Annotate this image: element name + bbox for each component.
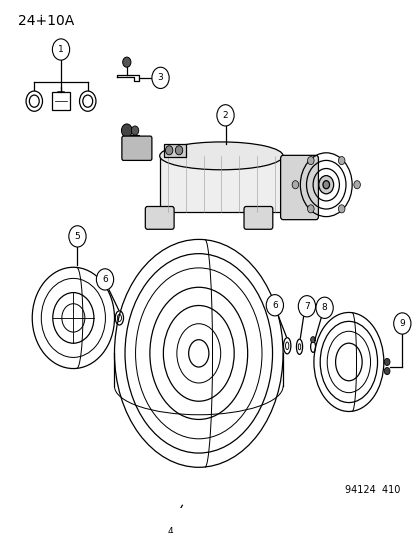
Circle shape xyxy=(337,157,344,165)
FancyBboxPatch shape xyxy=(145,206,174,229)
Circle shape xyxy=(69,226,86,247)
Circle shape xyxy=(96,269,114,290)
Circle shape xyxy=(315,297,332,318)
Circle shape xyxy=(292,181,298,189)
Circle shape xyxy=(131,126,138,135)
FancyBboxPatch shape xyxy=(121,136,152,160)
Circle shape xyxy=(165,146,173,155)
FancyBboxPatch shape xyxy=(164,144,186,157)
Text: 2: 2 xyxy=(222,111,228,120)
Text: 6: 6 xyxy=(102,275,108,284)
Circle shape xyxy=(322,181,329,189)
Circle shape xyxy=(122,57,131,67)
Circle shape xyxy=(298,296,315,317)
FancyBboxPatch shape xyxy=(122,134,139,156)
Text: 24∔10A: 24∔10A xyxy=(18,14,74,28)
Text: 7: 7 xyxy=(303,302,309,311)
Text: 1: 1 xyxy=(58,45,64,54)
Circle shape xyxy=(152,67,169,88)
Circle shape xyxy=(307,205,313,213)
Polygon shape xyxy=(159,156,282,212)
Circle shape xyxy=(175,146,182,155)
Text: 4: 4 xyxy=(167,527,172,533)
Ellipse shape xyxy=(159,142,282,170)
Circle shape xyxy=(353,181,359,189)
Circle shape xyxy=(383,368,389,375)
Text: 94124  410: 94124 410 xyxy=(344,485,399,495)
Circle shape xyxy=(216,104,234,126)
Text: 9: 9 xyxy=(399,319,404,328)
Circle shape xyxy=(383,358,389,366)
Circle shape xyxy=(337,205,344,213)
Text: 8: 8 xyxy=(321,303,327,312)
FancyBboxPatch shape xyxy=(280,155,318,220)
FancyBboxPatch shape xyxy=(243,206,272,229)
Circle shape xyxy=(307,157,313,165)
Text: 6: 6 xyxy=(271,301,277,310)
Circle shape xyxy=(318,175,333,194)
Circle shape xyxy=(266,295,283,316)
Circle shape xyxy=(393,313,410,334)
Circle shape xyxy=(310,337,315,343)
Text: 3: 3 xyxy=(157,74,163,83)
Circle shape xyxy=(52,39,69,60)
Circle shape xyxy=(161,521,178,533)
Circle shape xyxy=(121,124,132,137)
Text: 5: 5 xyxy=(74,232,80,241)
